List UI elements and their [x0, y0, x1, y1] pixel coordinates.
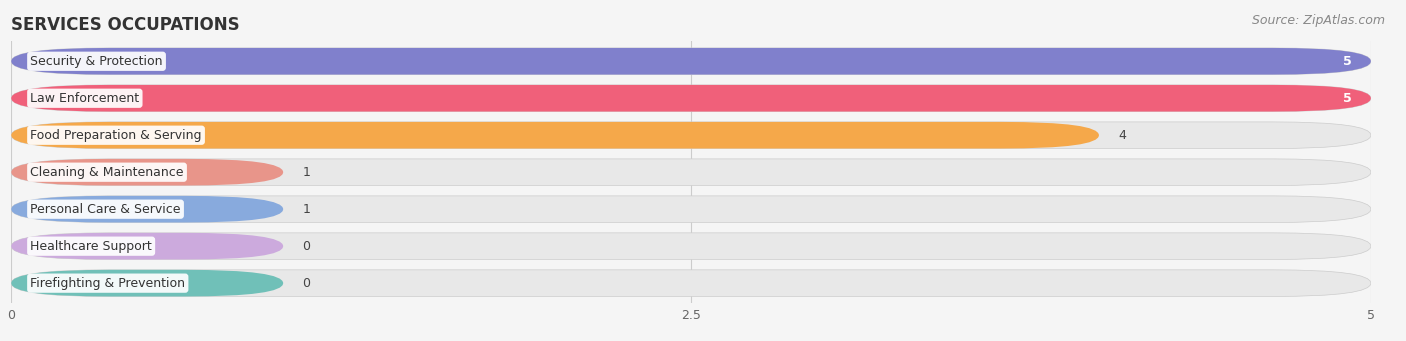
FancyBboxPatch shape: [11, 48, 1371, 75]
FancyBboxPatch shape: [11, 122, 1371, 149]
Text: Food Preparation & Serving: Food Preparation & Serving: [31, 129, 202, 142]
Text: Source: ZipAtlas.com: Source: ZipAtlas.com: [1251, 14, 1385, 27]
FancyBboxPatch shape: [11, 196, 1371, 222]
Text: 4: 4: [1118, 129, 1126, 142]
Text: Cleaning & Maintenance: Cleaning & Maintenance: [31, 166, 184, 179]
Text: Law Enforcement: Law Enforcement: [31, 92, 139, 105]
FancyBboxPatch shape: [11, 270, 283, 296]
FancyBboxPatch shape: [11, 159, 283, 186]
FancyBboxPatch shape: [11, 270, 1371, 296]
Text: 1: 1: [302, 203, 311, 216]
Text: 5: 5: [1343, 92, 1351, 105]
Text: 0: 0: [302, 240, 311, 253]
Text: 1: 1: [302, 166, 311, 179]
FancyBboxPatch shape: [11, 233, 1371, 260]
Text: 5: 5: [1343, 55, 1351, 68]
FancyBboxPatch shape: [11, 233, 283, 260]
Text: Security & Protection: Security & Protection: [31, 55, 163, 68]
Text: SERVICES OCCUPATIONS: SERVICES OCCUPATIONS: [11, 16, 240, 34]
Text: Personal Care & Service: Personal Care & Service: [31, 203, 181, 216]
FancyBboxPatch shape: [11, 196, 283, 222]
Text: 0: 0: [302, 277, 311, 290]
FancyBboxPatch shape: [11, 85, 1371, 112]
FancyBboxPatch shape: [11, 85, 1371, 112]
FancyBboxPatch shape: [11, 159, 1371, 186]
FancyBboxPatch shape: [11, 122, 1099, 149]
Text: Firefighting & Prevention: Firefighting & Prevention: [31, 277, 186, 290]
FancyBboxPatch shape: [11, 48, 1371, 75]
Text: Healthcare Support: Healthcare Support: [31, 240, 152, 253]
